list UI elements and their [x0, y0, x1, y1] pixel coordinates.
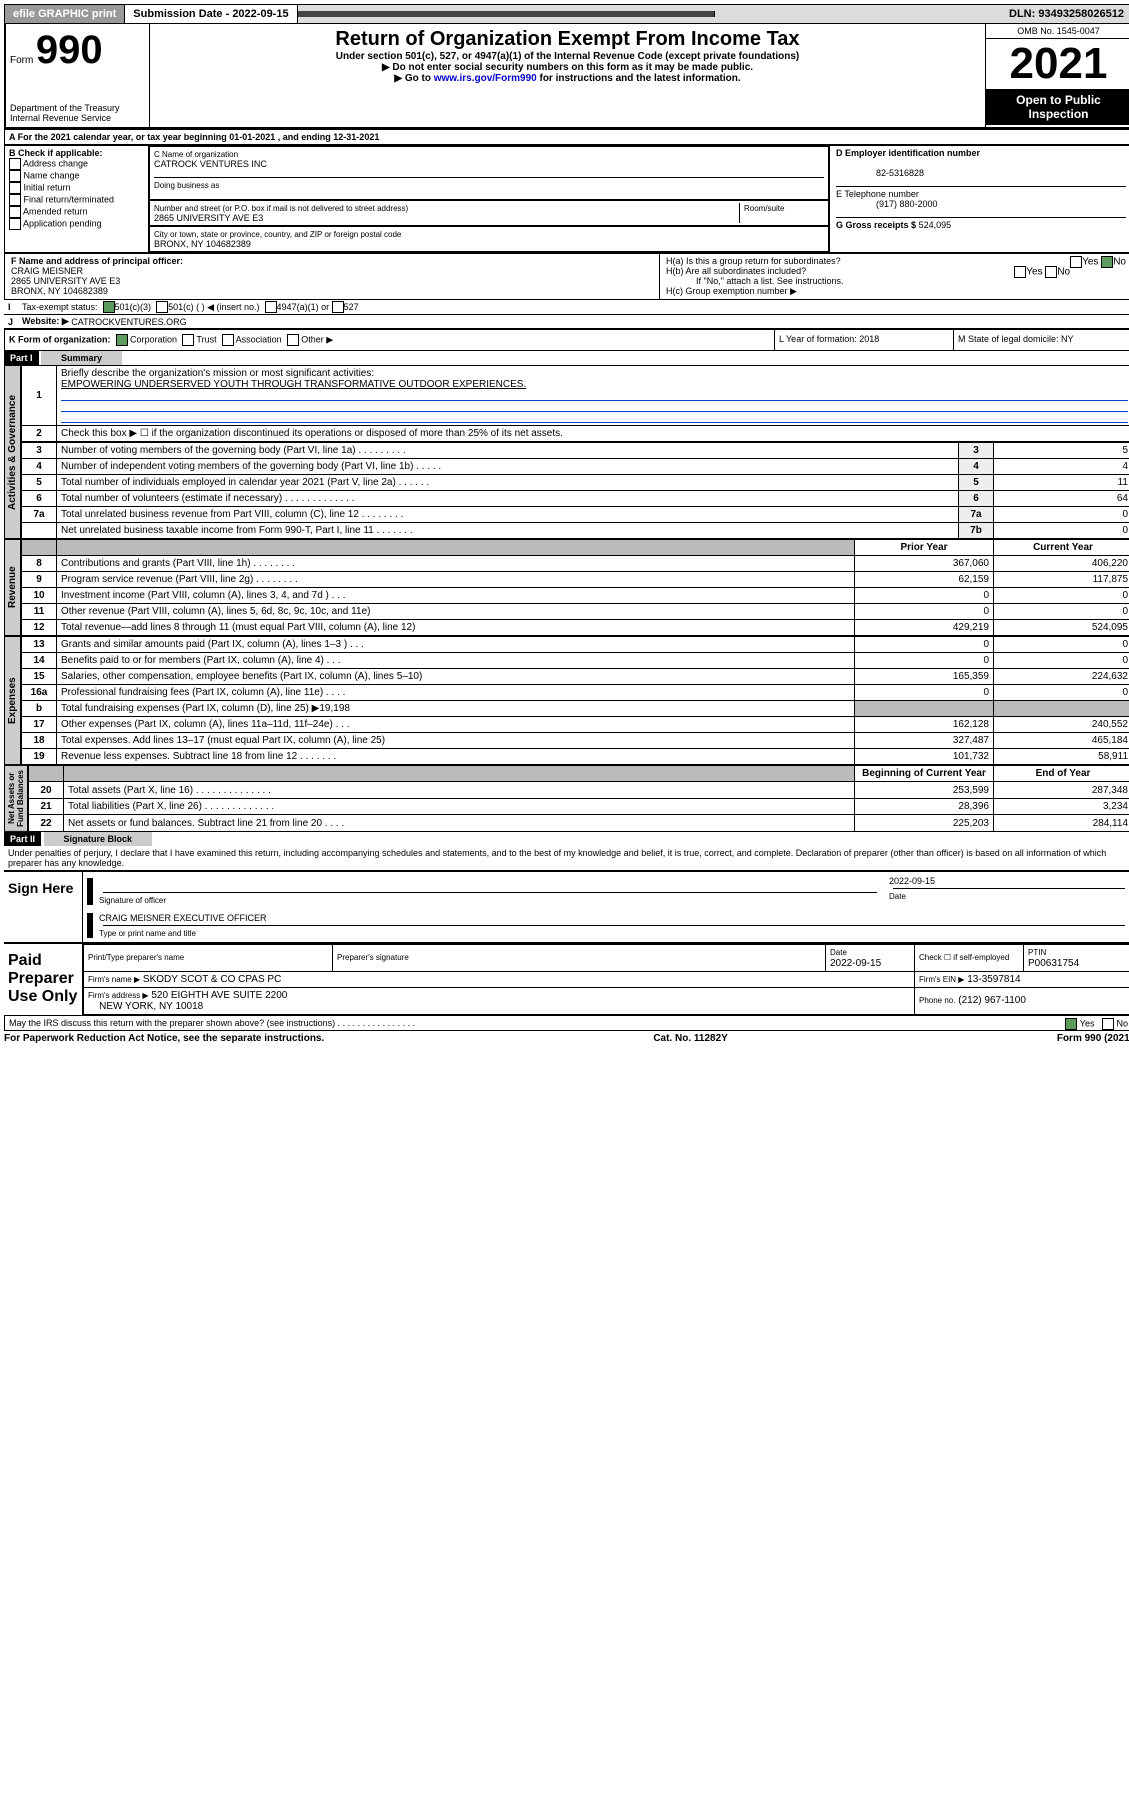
omb-number: OMB No. 1545-0047 [986, 24, 1129, 39]
final-return-checkbox[interactable] [9, 194, 21, 206]
ha-no-checkbox[interactable] [1101, 256, 1113, 268]
ein: 82-5316828 [876, 168, 924, 178]
section-fh: F Name and address of principal officer:… [4, 253, 1129, 300]
tax-year: 2021 [986, 39, 1129, 89]
501c-checkbox[interactable] [156, 301, 168, 313]
hb-no-checkbox[interactable] [1045, 266, 1057, 278]
officer-name: CRAIG MEISNER [11, 266, 83, 276]
subtitle-1: Under section 501(c), 527, or 4947(a)(1)… [154, 51, 981, 62]
state-domicile: M State of legal domicile: NY [953, 330, 1129, 350]
page-footer: For Paperwork Reduction Act Notice, see … [4, 1031, 1129, 1044]
dept-label: Department of the Treasury [10, 103, 145, 113]
mission-text: EMPOWERING UNDERSERVED YOUTH THROUGH TRA… [61, 379, 526, 390]
col-b: B Check if applicable: Address change Na… [5, 146, 149, 252]
officer-sign-name: CRAIG MEISNER EXECUTIVE OFFICER [99, 913, 267, 923]
line-j: J Website: ▶ CATROCKVENTURES.ORG [4, 315, 1129, 329]
efile-print-button[interactable]: efile GRAPHIC print [5, 5, 125, 23]
expenses-section: Expenses 13Grants and similar amounts pa… [4, 636, 1129, 765]
paid-preparer-block: Paid Preparer Use Only Print/Type prepar… [4, 942, 1129, 1015]
line-klm: K Form of organization: Corporation Trus… [4, 329, 1129, 351]
initial-return-checkbox[interactable] [9, 182, 21, 194]
spacer-bar [298, 11, 715, 17]
top-bar: efile GRAPHIC print Submission Date - 20… [4, 4, 1129, 24]
form-number: 990 [36, 28, 103, 72]
sign-here-block: Sign Here Signature of officer 2022-09-1… [4, 870, 1129, 942]
perjury-declaration: Under penalties of perjury, I declare th… [4, 846, 1129, 870]
addr-change-checkbox[interactable] [9, 158, 21, 170]
amended-checkbox[interactable] [9, 206, 21, 218]
street-address: 2865 UNIVERSITY AVE E3 [154, 213, 263, 223]
col-c: C Name of organization CATROCK VENTURES … [149, 146, 829, 252]
501c3-checkbox[interactable] [103, 301, 115, 313]
corp-checkbox[interactable] [116, 334, 128, 346]
form-header: Form 990 Department of the Treasury Inte… [4, 24, 1129, 129]
sign-date: 2022-09-15 [889, 876, 935, 886]
part-i-body: Activities & Governance 1 Briefly descri… [4, 365, 1129, 539]
form-title: Return of Organization Exempt From Incom… [154, 28, 981, 51]
527-checkbox[interactable] [332, 301, 344, 313]
part-i-header: Part I Summary [4, 351, 1129, 365]
submission-date: Submission Date - 2022-09-15 [125, 5, 297, 23]
firm-name: SKODY SCOT & CO CPAS PC [143, 974, 281, 985]
revenue-section: Revenue Prior YearCurrent Year8Contribut… [4, 539, 1129, 636]
discuss-row: May the IRS discuss this return with the… [4, 1015, 1129, 1031]
open-to-public: Open to Public Inspection [986, 89, 1129, 125]
discuss-yes-checkbox[interactable] [1065, 1018, 1077, 1030]
4947-checkbox[interactable] [265, 301, 277, 313]
vert-governance: Activities & Governance [4, 365, 21, 539]
year-formation: L Year of formation: 2018 [774, 330, 953, 350]
col-deg: D Employer identification number 82-5316… [829, 146, 1129, 252]
city-state-zip: BRONX, NY 104682389 [154, 239, 251, 249]
line-a: A For the 2021 calendar year, or tax yea… [4, 129, 1129, 145]
telephone: (917) 880-2000 [876, 199, 938, 209]
vert-net-assets: Net Assets orFund Balances [4, 765, 28, 832]
section-bcdeg: B Check if applicable: Address change Na… [4, 145, 1129, 253]
website: CATROCKVENTURES.ORG [71, 317, 186, 327]
org-name: CATROCK VENTURES INC [154, 159, 267, 169]
irs-label: Internal Revenue Service [10, 113, 145, 123]
other-checkbox[interactable] [287, 334, 299, 346]
trust-checkbox[interactable] [182, 334, 194, 346]
gross-receipts: 524,095 [919, 220, 952, 230]
line-i: I Tax-exempt status: 501(c)(3) 501(c) ( … [4, 300, 1129, 315]
form990-link[interactable]: www.irs.gov/Form990 [434, 73, 537, 84]
vert-revenue: Revenue [4, 539, 21, 636]
hb-yes-checkbox[interactable] [1014, 266, 1026, 278]
subtitle-2: ▶ Do not enter social security numbers o… [154, 62, 981, 73]
discuss-no-checkbox[interactable] [1102, 1018, 1114, 1030]
form-pre: Form [10, 55, 33, 66]
application-pending-checkbox[interactable] [9, 218, 21, 230]
net-assets-section: Net Assets orFund Balances Beginning of … [4, 765, 1129, 832]
ha-yes-checkbox[interactable] [1070, 256, 1082, 268]
assoc-checkbox[interactable] [222, 334, 234, 346]
col-h: H(a) Is this a group return for subordin… [660, 254, 1129, 299]
name-change-checkbox[interactable] [9, 170, 21, 182]
dln: DLN: 93493258026512 [1001, 5, 1129, 23]
part-ii-header: Part II Signature Block [4, 832, 1129, 846]
vert-expenses: Expenses [4, 636, 21, 765]
subtitle-3: ▶ Go to www.irs.gov/Form990 for instruct… [154, 73, 981, 84]
